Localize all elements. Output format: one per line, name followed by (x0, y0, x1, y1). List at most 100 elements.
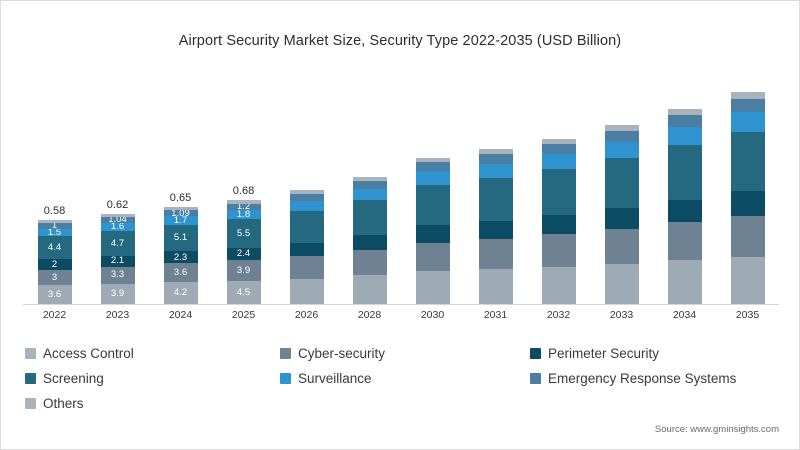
bar-segment[interactable]: 4.2 (163, 282, 198, 304)
bar-column[interactable] (478, 149, 513, 304)
bar-segment[interactable] (163, 207, 198, 211)
bar-segment[interactable] (415, 162, 450, 172)
bar-segment[interactable] (730, 98, 765, 112)
bar-segment[interactable] (352, 275, 387, 304)
bar-segment[interactable] (289, 200, 324, 212)
bar-segment[interactable] (478, 238, 513, 270)
bar-segment[interactable] (604, 208, 639, 230)
bar-segment[interactable] (604, 125, 639, 131)
bar-segment[interactable] (352, 199, 387, 236)
bar-segment[interactable]: 1.6 (100, 222, 135, 231)
bar-segment[interactable]: 1.5 (37, 228, 72, 237)
bar-segment[interactable]: 3.9 (226, 260, 261, 281)
bar-segment[interactable] (289, 242, 324, 257)
legend-item[interactable]: Cyber-security (280, 346, 530, 361)
bar-segment[interactable]: 2.4 (226, 247, 261, 261)
bar-segment[interactable] (541, 138, 576, 144)
bar-segment[interactable] (541, 215, 576, 235)
bar-segment[interactable] (667, 199, 702, 223)
bar-segment[interactable] (478, 163, 513, 178)
bar-column[interactable] (541, 138, 576, 304)
bar-segment[interactable] (478, 269, 513, 304)
bar-column[interactable]: 4.5 3.9 2.4 5.5 1.8 1.2 0.68 (226, 185, 261, 304)
bar-segment[interactable] (289, 211, 324, 243)
bar-segment[interactable] (415, 271, 450, 304)
bar-column[interactable] (289, 190, 324, 304)
bar-column[interactable]: 3.9 3.3 2.1 4.7 1.6 1.04 0.62 (100, 199, 135, 304)
bar-segment[interactable] (478, 177, 513, 221)
bar-column[interactable] (604, 125, 639, 304)
bar-segment[interactable] (289, 190, 324, 195)
bar-segment[interactable] (667, 222, 702, 261)
bar-segment[interactable]: 1.7 (163, 216, 198, 225)
bar-segment[interactable] (541, 168, 576, 216)
bar-segment[interactable] (352, 250, 387, 276)
bar-column[interactable] (352, 176, 387, 304)
bar-segment[interactable]: 3 (37, 269, 72, 286)
bar-segment[interactable] (541, 234, 576, 267)
bar-segment[interactable] (667, 127, 702, 146)
bar-segment[interactable]: 4.7 (100, 231, 135, 256)
bar-segment[interactable] (478, 149, 513, 155)
bar-segment[interactable] (604, 141, 639, 159)
legend-item[interactable]: Emergency Response Systems (530, 371, 785, 386)
bar-segment[interactable] (352, 235, 387, 251)
bar-segment[interactable] (541, 266, 576, 304)
bar-segment[interactable]: 2 (37, 259, 72, 270)
bar-segment[interactable]: 2.3 (163, 251, 198, 264)
bar-segment[interactable] (730, 111, 765, 132)
bar-segment[interactable] (289, 194, 324, 201)
bar-segment[interactable]: 1.2 (226, 202, 261, 211)
bar-segment[interactable]: 5.5 (226, 219, 261, 248)
legend-item[interactable]: Screening (25, 371, 280, 386)
bar-column[interactable] (415, 157, 450, 304)
legend-item[interactable]: Surveillance (280, 371, 530, 386)
bar-segment[interactable] (604, 229, 639, 264)
legend-item[interactable]: Perimeter Security (530, 346, 785, 361)
bar-segment[interactable] (730, 191, 765, 216)
bar-segment[interactable]: 1.8 (226, 210, 261, 220)
bar-segment[interactable] (604, 130, 639, 142)
bar-segment[interactable] (352, 188, 387, 200)
bar-column[interactable]: 3.6 3 2 4.4 1.5 1 0.58 (37, 205, 72, 304)
bar-segment[interactable] (415, 225, 450, 243)
bar-segment[interactable]: 4.4 (37, 236, 72, 260)
bar-segment[interactable] (730, 92, 765, 99)
bar-segment[interactable] (37, 220, 72, 224)
bar-segment[interactable] (478, 220, 513, 239)
bar-segment[interactable]: 4.5 (226, 280, 261, 304)
bar-segment[interactable] (667, 115, 702, 128)
bar-segment[interactable]: 3.9 (100, 283, 135, 304)
bar-column[interactable]: 4.2 3.6 2.3 5.1 1.7 1.09 0.65 (163, 192, 198, 304)
bar-segment[interactable] (415, 184, 450, 226)
bar-segment[interactable]: 3.6 (163, 263, 198, 283)
bar-segment[interactable] (415, 157, 450, 163)
bar-segment[interactable] (226, 200, 261, 204)
bar-segment[interactable] (730, 256, 765, 304)
bar-segment[interactable] (730, 215, 765, 257)
bar-segment[interactable] (478, 154, 513, 164)
bar-segment[interactable] (415, 171, 450, 185)
legend-item[interactable]: Others (25, 396, 280, 411)
bar-segment[interactable] (730, 131, 765, 192)
bar-column[interactable] (730, 92, 765, 304)
bar-segment[interactable] (604, 263, 639, 304)
bar-segment[interactable] (415, 242, 450, 272)
bar-segment[interactable]: 3.3 (100, 266, 135, 284)
bar-segment[interactable] (289, 256, 324, 279)
bar-segment[interactable]: 2.1 (100, 255, 135, 267)
bar-segment[interactable] (541, 143, 576, 154)
bar-segment[interactable] (289, 278, 324, 304)
bar-segment[interactable] (100, 214, 135, 218)
bar-segment[interactable]: 1 (37, 221, 72, 230)
bar-segment[interactable] (667, 108, 702, 116)
bar-segment[interactable] (352, 180, 387, 189)
bar-segment[interactable] (667, 260, 702, 304)
bar-segment[interactable] (604, 158, 639, 209)
bar-column[interactable] (667, 108, 702, 304)
bar-segment[interactable] (541, 153, 576, 169)
bar-segment[interactable] (352, 176, 387, 181)
bar-segment[interactable]: 1.09 (163, 208, 198, 218)
legend-item[interactable]: Access Control (25, 346, 280, 361)
bar-segment[interactable]: 3.6 (37, 285, 72, 304)
